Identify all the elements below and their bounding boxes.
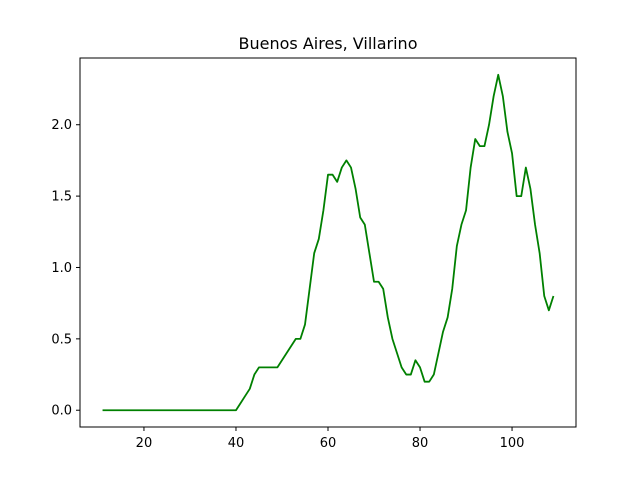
y-tick-label: 1.0 [51,261,72,276]
x-tick-label: 80 [412,436,429,451]
chart-title: Buenos Aires, Villarino [239,34,418,53]
axes-frame [79,57,577,428]
x-tick-label: 20 [136,436,153,451]
x-tick-label: 100 [500,436,525,451]
x-tick-label: 40 [228,436,245,451]
y-tick-label: 0.0 [51,404,72,419]
y-tick-label: 1.5 [51,190,72,205]
x-tick-label: 60 [320,436,337,451]
series-line [102,73,555,412]
y-tick-label: 2.0 [51,118,72,133]
y-tick-label: 0.5 [51,332,72,347]
axis-ticks: 20 40 60 80 100 0.0 0.5 1.0 1.5 2.0 [51,118,524,451]
plot-area [102,73,555,412]
